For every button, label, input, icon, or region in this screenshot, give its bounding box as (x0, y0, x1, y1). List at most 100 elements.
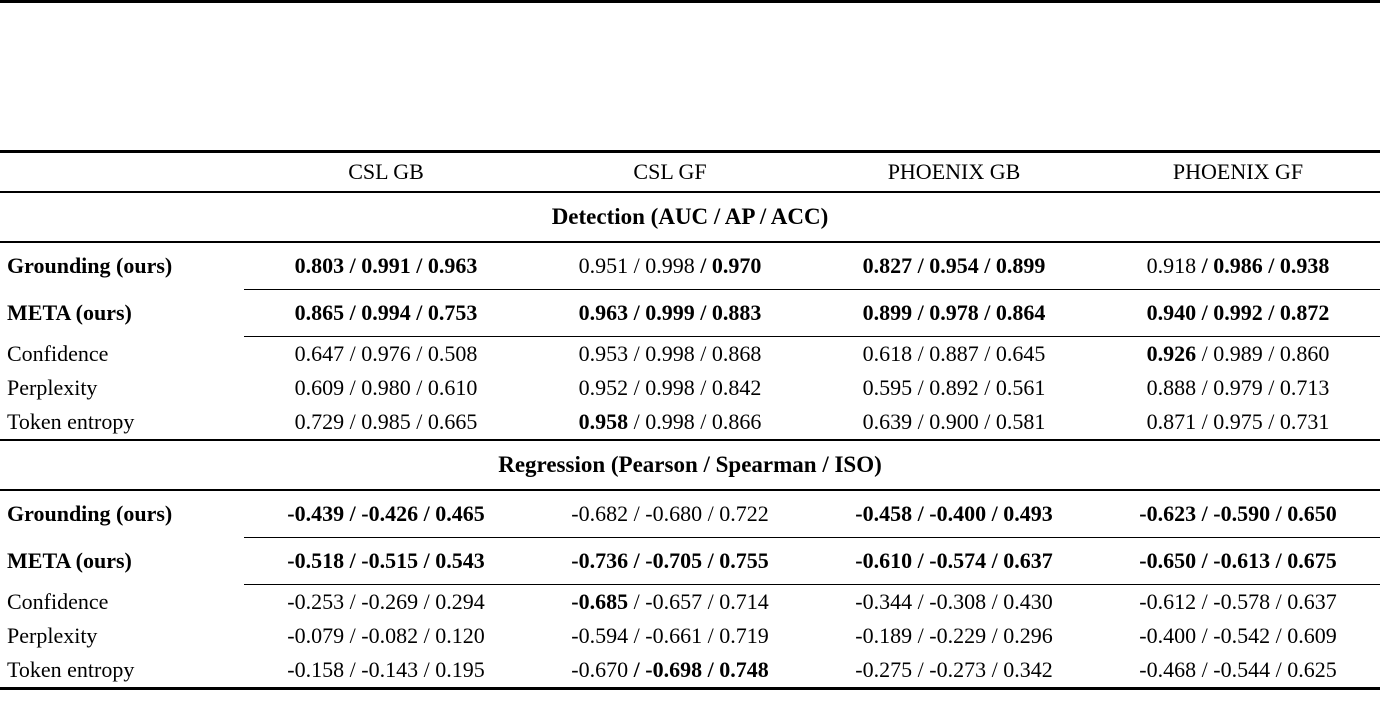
value-separator: / (912, 409, 930, 434)
metric-value: -0.518 (287, 548, 345, 573)
metric-value: 0.899 (995, 253, 1046, 278)
metric-value: 0.543 (435, 548, 485, 573)
metric-value: -0.079 (287, 623, 345, 648)
metric-value: -0.544 (1213, 657, 1271, 682)
value-separator: / (978, 375, 996, 400)
metric-value: 0.609 (1287, 623, 1337, 648)
value-cell-perplexity-csl-gf: -0.594 / -0.661 / 0.719 (528, 619, 812, 653)
metric-value: 0.998 (645, 409, 695, 434)
metric-value: 0.465 (435, 501, 485, 526)
value-separator: / (986, 623, 1004, 648)
value-separator: / (1262, 341, 1280, 366)
metric-value: 0.120 (435, 623, 485, 648)
value-cell-confidence-phoenix-gf: -0.612 / -0.578 / 0.637 (1096, 585, 1380, 620)
metric-value: 0.926 (1146, 341, 1197, 366)
value-cell-token-entropy-phoenix-gb: -0.275 / -0.273 / 0.342 (812, 653, 1096, 690)
section-title: Regression (Pearson / Spearman / ISO) (0, 440, 1380, 491)
value-separator: / (344, 253, 362, 278)
value-separator: / (1270, 657, 1288, 682)
value-separator: / (694, 300, 712, 325)
metric-value: 0.639 (862, 409, 913, 434)
value-separator: / (410, 341, 428, 366)
row-label-confidence: Confidence (7, 340, 109, 366)
metric-value: -0.680 (645, 501, 703, 526)
value-separator: / (912, 300, 930, 325)
value-cell-perplexity-phoenix-gf: -0.400 / -0.542 / 0.609 (1096, 619, 1380, 653)
metric-value: 0.645 (995, 341, 1046, 366)
metric-value: 0.899 (862, 300, 913, 325)
metric-value: 0.595 (862, 375, 913, 400)
metric-value: 0.952 (578, 375, 629, 400)
metric-value: -0.308 (929, 589, 987, 614)
results-table-body: CSL GB CSL GF PHOENIX GB PHOENIX GF Detectio… (0, 151, 1380, 690)
metric-value: 0.650 (1287, 501, 1337, 526)
value-cell-token-entropy-csl-gf: 0.958 / 0.998 / 0.866 (528, 405, 812, 441)
metric-value: 0.618 (862, 341, 913, 366)
value-cell-perplexity-phoenix-gf: 0.888 / 0.979 / 0.713 (1096, 371, 1380, 405)
metric-value: -0.426 (361, 501, 419, 526)
value-cell-perplexity-csl-gf: 0.952 / 0.998 / 0.842 (528, 371, 812, 405)
metric-value: 0.722 (719, 501, 769, 526)
metric-value: 0.842 (711, 375, 762, 400)
metric-value: -0.515 (361, 548, 419, 573)
value-separator: / (986, 657, 1004, 682)
metric-value: 0.994 (361, 300, 411, 325)
value-separator: / (410, 300, 428, 325)
row-label-token-entropy: Token entropy (0, 653, 244, 690)
metric-value: 0.430 (1003, 589, 1053, 614)
metric-value: 0.719 (719, 623, 769, 648)
value-cell-perplexity-csl-gb: 0.609 / 0.980 / 0.610 (244, 371, 528, 405)
value-separator: / (418, 548, 436, 573)
value-cell-meta-ours-csl-gf: 0.963 / 0.999 / 0.883 (528, 289, 812, 337)
table-row-token-entropy: Token entropy -0.158 / -0.143 / 0.195 -0.6… (0, 653, 1380, 690)
column-header-phoenix-gb: PHOENIX GB (812, 151, 1096, 193)
metric-value: -0.344 (855, 589, 913, 614)
metric-value: 0.714 (719, 589, 769, 614)
value-separator: / (344, 501, 362, 526)
value-cell-confidence-phoenix-gf: 0.926 / 0.989 / 0.860 (1096, 337, 1380, 372)
value-cell-meta-ours-csl-gb: -0.518 / -0.515 / 0.543 (244, 537, 528, 585)
metric-value: 0.991 (361, 253, 411, 278)
row-label-perplexity: Perplexity (7, 623, 98, 648)
metric-value: 0.342 (1003, 657, 1053, 682)
metric-value: -0.650 (1139, 548, 1197, 573)
metric-value: 0.637 (1287, 589, 1337, 614)
metric-value: 0.978 (929, 300, 979, 325)
value-cell-meta-ours-csl-gf: -0.736 / -0.705 / 0.755 (528, 537, 812, 585)
metric-value: -0.269 (361, 589, 419, 614)
value-separator: / (628, 341, 646, 366)
value-separator: / (702, 657, 720, 682)
metric-value: 0.868 (711, 341, 762, 366)
value-cell-grounding-ours-phoenix-gf: -0.623 / -0.590 / 0.650 (1096, 490, 1380, 538)
value-separator: / (978, 300, 996, 325)
value-separator: / (912, 589, 930, 614)
metric-value: 0.864 (995, 300, 1046, 325)
metric-value: 0.609 (294, 375, 345, 400)
value-separator: / (912, 341, 930, 366)
value-separator: / (978, 253, 996, 278)
value-cell-grounding-ours-csl-gf: 0.951 / 0.998 / 0.970 (528, 242, 812, 290)
value-separator: / (1196, 409, 1214, 434)
row-label-grounding-ours: Grounding (ours) (7, 253, 173, 279)
top-edge-rule (0, 0, 1380, 3)
metric-value: 0.675 (1287, 548, 1337, 573)
value-separator: / (1270, 589, 1288, 614)
row-label-confidence: Confidence (7, 588, 109, 614)
metric-value: 0.999 (645, 300, 695, 325)
value-separator: / (1196, 623, 1214, 648)
metric-value: 0.665 (427, 409, 478, 434)
value-separator: / (978, 341, 996, 366)
table-row-perplexity: Perplexity -0.079 / -0.082 / 0.120 -0.594 … (0, 619, 1380, 653)
metric-value: 0.195 (435, 657, 485, 682)
metric-value: -0.578 (1213, 589, 1271, 614)
metric-value: -0.189 (855, 623, 913, 648)
value-separator: / (912, 501, 930, 526)
value-separator: / (986, 589, 1004, 614)
value-cell-perplexity-csl-gb: -0.079 / -0.082 / 0.120 (244, 619, 528, 653)
metric-value: 0.998 (645, 375, 695, 400)
metric-value: -0.613 (1213, 548, 1271, 573)
value-cell-token-entropy-phoenix-gf: -0.468 / -0.544 / 0.625 (1096, 653, 1380, 690)
metric-value: 0.958 (578, 409, 629, 434)
metric-value: -0.158 (287, 657, 345, 682)
